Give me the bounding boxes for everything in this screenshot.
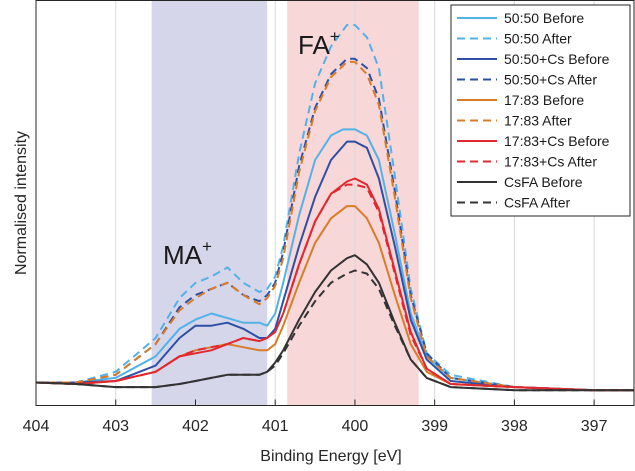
series-lines <box>35 24 634 392</box>
legend: 50:50 Before 50:50 After 50:50+Cs Before 50… <box>450 4 631 217</box>
x-tick-label-397: 397 <box>581 418 608 435</box>
x-tick-label-398: 398 <box>501 418 528 435</box>
series-line-17-83-after <box>36 60 634 392</box>
series-line-17-83-cs-after <box>35 183 634 392</box>
x-axis-label: Binding Energy [eV] <box>260 448 401 465</box>
x-tick-label-404: 404 <box>23 418 50 435</box>
legend-box <box>450 4 631 217</box>
legend-label-csfa-after: CsFA After <box>504 195 570 211</box>
legend-label-50-50-cs-after: 50:50+Cs After <box>504 72 597 88</box>
x-tick-label-403: 403 <box>102 418 129 435</box>
legend-label-17-83-cs-before: 17:83+Cs Before <box>504 133 610 149</box>
series-line-50-50-before <box>36 128 634 392</box>
x-tick-label-401: 401 <box>262 418 289 435</box>
plot-frame <box>35 0 635 406</box>
series-line-50-50-cs-before <box>36 140 634 392</box>
legend-label-50-50-cs-before: 50:50+Cs Before <box>504 51 610 67</box>
x-tick-label-402: 402 <box>182 418 209 435</box>
series-line-csfa-after <box>35 269 634 392</box>
legend-label-17-83-before: 17:83 Before <box>504 92 584 108</box>
x-axis-ticks: 404 403 402 401 400 399 398 397 <box>23 399 608 435</box>
legend-label-50-50-before: 50:50 Before <box>504 10 584 26</box>
legend-label-17-83-after: 17:83 After <box>504 113 572 129</box>
legend-label-17-83-cs-after: 17:83+Cs After <box>504 154 597 170</box>
legend-label-csfa-before: CsFA Before <box>504 174 583 190</box>
x-tick-label-399: 399 <box>421 418 448 435</box>
y-axis-label: Normalised intensity <box>13 131 30 275</box>
legend-label-50-50-after: 50:50 After <box>504 31 572 47</box>
region-ma-band <box>151 0 268 406</box>
x-tick-label-400: 400 <box>342 418 369 435</box>
